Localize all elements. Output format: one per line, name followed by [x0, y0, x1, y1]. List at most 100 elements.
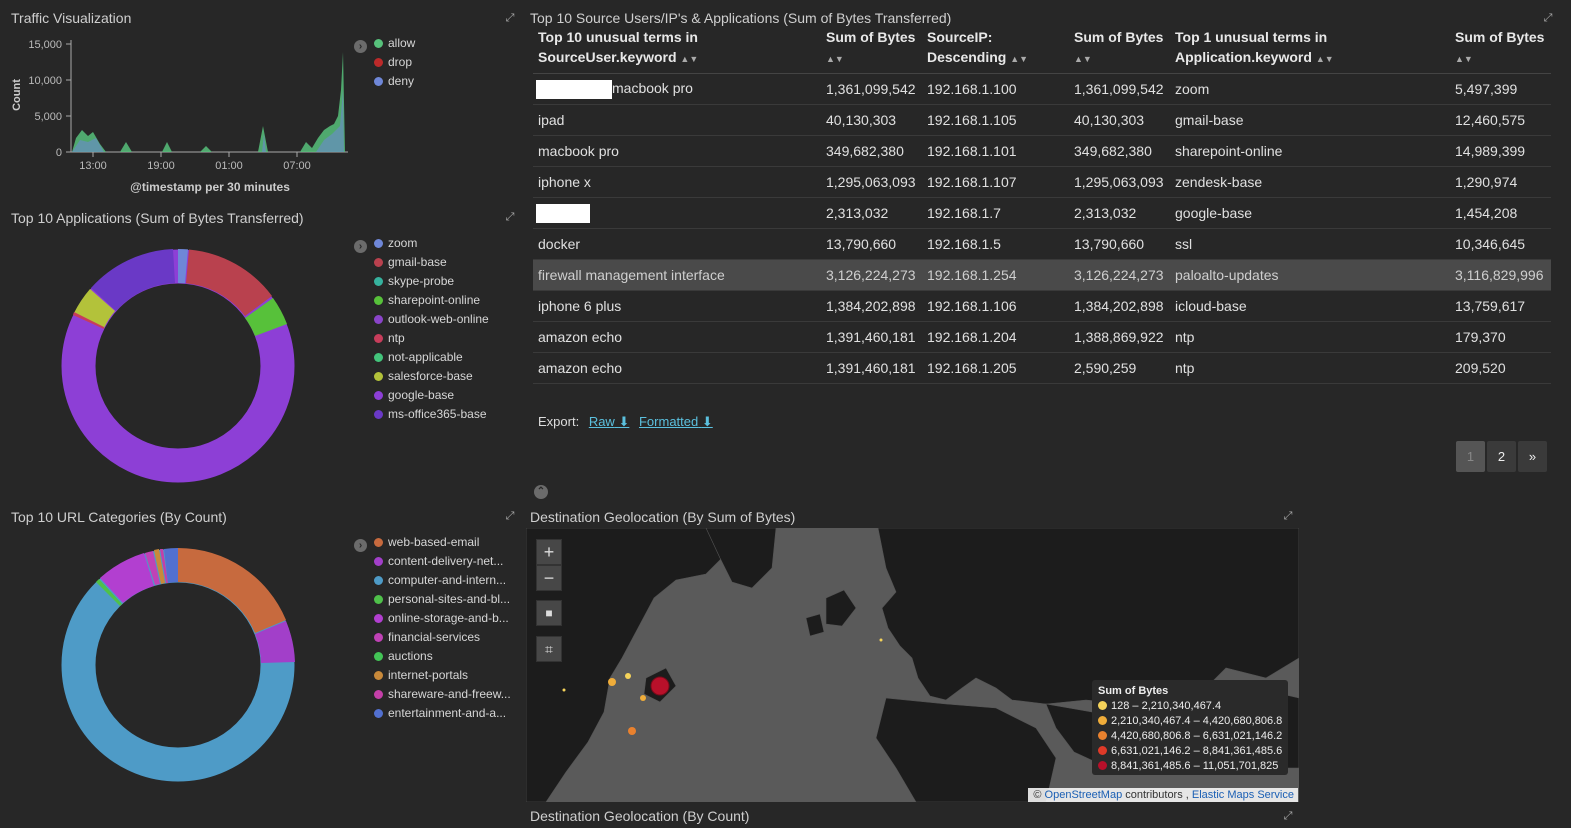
page-2-button[interactable]: 2 — [1487, 441, 1516, 472]
cell-bytes: 13,790,660 — [821, 228, 922, 260]
map-point[interactable] — [640, 695, 646, 701]
legend-item[interactable]: skype-probe — [374, 272, 489, 291]
donut-slice-financial-services[interactable] — [145, 551, 160, 585]
expand-icon[interactable]: ⤢ — [1283, 810, 1293, 822]
cell-bytes: 12,460,575 — [1450, 104, 1551, 136]
legend-dot-icon — [1098, 701, 1107, 710]
map-point[interactable] — [625, 673, 631, 679]
legend-item[interactable]: google-base — [374, 386, 489, 405]
donut-slice-web-based-email[interactable] — [178, 548, 286, 633]
donut-slice-sharepoint-online[interactable] — [245, 298, 287, 336]
draw-rectangle-icon[interactable]: ■ — [536, 600, 562, 626]
legend-toggle-icon[interactable]: › — [354, 539, 367, 552]
cell-user: iphone x — [533, 166, 821, 198]
legend-item[interactable]: financial-services — [374, 628, 511, 647]
legend-item[interactable]: not-applicable — [374, 348, 489, 367]
legend-item[interactable]: computer-and-intern... — [374, 571, 511, 590]
legend-item[interactable]: entertainment-and-a... — [374, 704, 511, 723]
donut-slice-ms-office365-base[interactable] — [91, 249, 175, 311]
next-page-button[interactable]: » — [1518, 441, 1547, 472]
x-tick: 13:00 — [79, 160, 107, 172]
cell-app: paloalto-updates — [1170, 259, 1450, 291]
map-point[interactable] — [628, 727, 636, 735]
table-row[interactable]: macbook pro 1,361,099,542 192.168.1.100 … — [533, 73, 1551, 105]
export-raw-link[interactable]: Raw ⬇ — [588, 414, 630, 429]
column-header[interactable]: Top 10 unusual terms in SourceUser.keywor… — [533, 24, 821, 74]
table-row[interactable]: iphone 6 plus 1,384,202,898 192.168.1.10… — [533, 290, 1551, 322]
cell-ip: 192.168.1.205 — [922, 352, 1069, 384]
legend-item[interactable]: gmail-base — [374, 253, 489, 272]
map-point[interactable] — [650, 676, 670, 696]
column-header[interactable]: Sum of Bytes ▲▼ — [821, 24, 922, 74]
cell-app: ntp — [1170, 321, 1450, 353]
legend-item[interactable]: online-storage-and-b... — [374, 609, 511, 628]
legend-dot-icon — [374, 334, 383, 343]
donut-slice-internet-portals[interactable] — [154, 549, 165, 584]
table-row[interactable]: docker 13,790,660 192.168.1.5 13,790,660… — [533, 228, 1551, 260]
table-row[interactable]: amazon echo 1,391,460,181 192.168.1.204 … — [533, 321, 1551, 353]
donut-slice-salesforce-base[interactable] — [74, 289, 115, 328]
download-icon: ⬇ — [618, 414, 630, 429]
table-row-highlighted[interactable]: firewall management interface 3,126,224,… — [533, 259, 1551, 291]
zoom-in-button[interactable]: + — [536, 539, 562, 565]
column-header[interactable]: SourceIP: Descending ▲▼ — [922, 24, 1069, 74]
legend-item[interactable]: sharepoint-online — [374, 291, 489, 310]
donut-slice-content-delivery[interactable] — [255, 621, 295, 663]
legend-item[interactable]: personal-sites-and-bl... — [374, 590, 511, 609]
legend-dot-icon — [374, 557, 383, 566]
legend-toggle-icon[interactable]: › — [354, 240, 367, 253]
osm-link[interactable]: OpenStreetMap — [1044, 789, 1123, 801]
table-row[interactable]: iphone x 1,295,063,093 192.168.1.107 1,2… — [533, 166, 1551, 198]
urls-donut-chart — [61, 548, 295, 782]
legend-item[interactable]: outlook-web-online — [374, 310, 489, 329]
map-point[interactable] — [879, 638, 883, 642]
donut-slice-personal-sites[interactable] — [96, 579, 122, 606]
legend-item[interactable]: ntp — [374, 329, 489, 348]
legend-dot-icon — [374, 576, 383, 585]
expand-icon[interactable]: ⤢ — [505, 12, 515, 24]
expand-icon[interactable]: ⤢ — [505, 211, 515, 223]
map-legend-item: 8,841,361,485.6 – 11,051,701,825 — [1098, 759, 1282, 774]
legend-item[interactable]: auctions — [374, 647, 511, 666]
legend-item[interactable]: drop — [374, 53, 415, 72]
export-label: Export: — [538, 414, 580, 429]
traffic-title: Traffic Visualization — [11, 10, 132, 26]
geolocation-map[interactable] — [526, 528, 1299, 802]
collapse-icon[interactable]: ⌃ — [534, 485, 548, 499]
map-point[interactable] — [608, 678, 616, 686]
crop-icon[interactable]: ⌗ — [536, 636, 562, 662]
legend-item[interactable]: web-based-email — [374, 533, 511, 552]
legend-item[interactable]: zoom — [374, 234, 489, 253]
page-1-button[interactable]: 1 — [1456, 441, 1485, 472]
table-row[interactable]: amazon echo 1,391,460,181 192.168.1.205 … — [533, 352, 1551, 384]
table-row[interactable]: ipad 40,130,303 192.168.1.105 40,130,303… — [533, 104, 1551, 136]
table-row[interactable]: macbook pro 349,682,380 192.168.1.101 34… — [533, 135, 1551, 167]
legend-item[interactable]: salesforce-base — [374, 367, 489, 386]
expand-icon[interactable]: ⤢ — [1543, 12, 1553, 24]
map-point[interactable] — [562, 688, 566, 692]
column-header[interactable]: Top 1 unusual terms in Application.keywor… — [1170, 24, 1450, 74]
ems-link[interactable]: Elastic Maps Service — [1191, 789, 1294, 801]
table-row[interactable]: 2,313,032 192.168.1.7 2,313,032 google-b… — [533, 197, 1551, 229]
donut-slice-entertainment[interactable] — [164, 548, 178, 583]
column-header[interactable]: Sum of Bytes ▲▼ — [1450, 24, 1551, 74]
legend-item[interactable]: internet-portals — [374, 666, 511, 685]
legend-dot-icon — [374, 58, 383, 67]
column-header[interactable]: Sum of Bytes ▲▼ — [1069, 24, 1170, 74]
donut-slice-shareware[interactable] — [160, 548, 168, 583]
donut-slice-ntp[interactable] — [73, 312, 104, 329]
legend-item[interactable]: shareware-and-freew... — [374, 685, 511, 704]
legend-toggle-icon[interactable]: › — [354, 40, 367, 53]
export-formatted-link[interactable]: Formatted ⬇ — [638, 414, 713, 429]
expand-icon[interactable]: ⤢ — [505, 510, 515, 522]
donut-slice-zoom[interactable] — [178, 248, 188, 284]
legend-item[interactable]: ms-office365-base — [374, 405, 489, 424]
legend-item[interactable]: deny — [374, 72, 415, 91]
cell-user: firewall management interface — [533, 259, 821, 291]
zoom-out-button[interactable]: − — [536, 565, 562, 591]
legend-item[interactable]: allow — [374, 34, 415, 53]
donut-slice-gmail-base[interactable] — [186, 249, 272, 317]
expand-icon[interactable]: ⤢ — [1283, 510, 1293, 522]
legend-item[interactable]: content-delivery-net... — [374, 552, 511, 571]
donut-slice-online-storage[interactable] — [100, 553, 154, 603]
